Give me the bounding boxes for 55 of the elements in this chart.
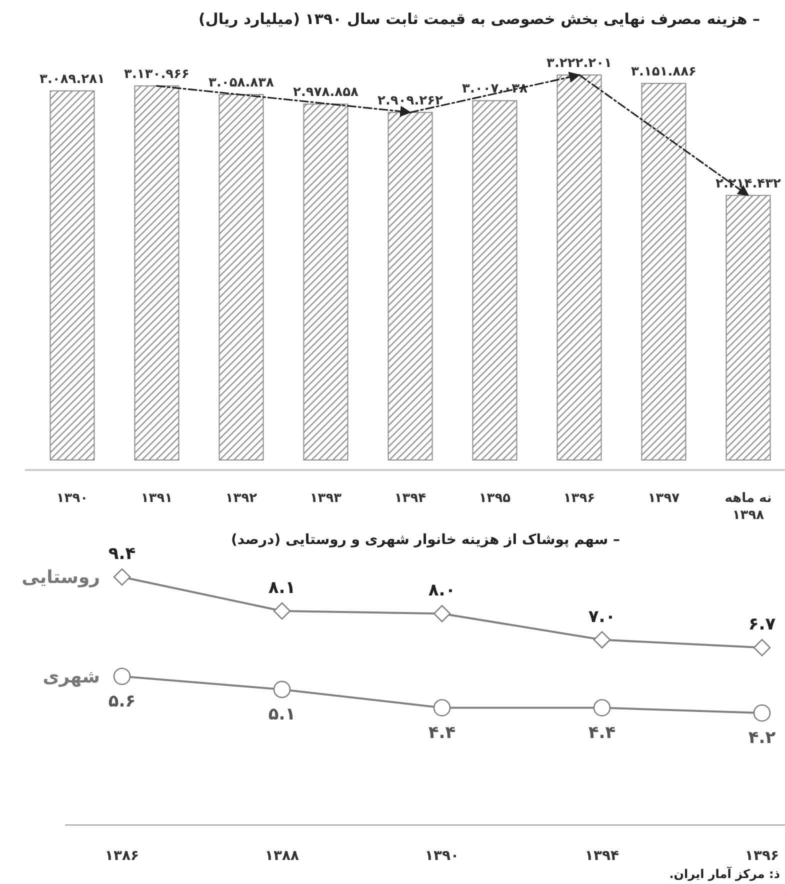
x-tick-label: ۱۳۹۰ bbox=[56, 491, 88, 506]
point bbox=[113, 668, 131, 686]
x-tick-label: ۱۳۹۷ bbox=[648, 491, 680, 506]
x-tick-label: ۱۳۹۰ bbox=[424, 848, 460, 864]
x-tick-label: ۱۳۹۲ bbox=[225, 491, 258, 506]
data-label: ۴.۲ bbox=[748, 728, 776, 748]
x-tick-label: ۱۳۹۴ bbox=[394, 491, 426, 506]
data-label: ۳.۰۸۹.۲۸۱ bbox=[40, 72, 105, 87]
x-tick-label: ۱۳۹۶ bbox=[744, 848, 780, 864]
bar bbox=[472, 100, 518, 460]
x-tick-label: ۱۳۸۶ bbox=[104, 848, 140, 864]
data-label: ۴.۴ bbox=[588, 722, 616, 743]
bar bbox=[641, 82, 686, 460]
point bbox=[593, 699, 611, 716]
bar bbox=[556, 74, 602, 460]
data-label: ۲.۹۰۹.۲۶۲ bbox=[378, 93, 444, 108]
data-label: ۹.۴ bbox=[108, 544, 136, 564]
data-label: ۳.۰۵۸.۸۳۸ bbox=[208, 76, 274, 91]
chart-title: – سهم پوشاک از هزینه خانوار شهری و روستایی (درصد) bbox=[230, 532, 620, 548]
data-label: ۵.۱ bbox=[268, 704, 296, 724]
data-label: ۳.۲۲۲.۲۰۱ bbox=[546, 56, 612, 71]
point bbox=[753, 704, 771, 722]
data-label: ۷.۰ bbox=[588, 606, 616, 627]
bar bbox=[218, 94, 264, 460]
bar bbox=[388, 112, 433, 460]
bar bbox=[50, 90, 95, 460]
data-label: ۵.۶ bbox=[108, 691, 136, 712]
text: ذ: مرکز آمار ایران. bbox=[669, 866, 780, 881]
data-label: ۶.۷ bbox=[748, 614, 776, 635]
data-label: ۸.۱ bbox=[268, 578, 296, 598]
x-tick-label: ۱۳۹۱ bbox=[140, 491, 173, 506]
point bbox=[593, 631, 611, 648]
x-tick-label: ۱۳۹۴ bbox=[584, 848, 620, 864]
x-tick-label: ۱۳۹۶ bbox=[563, 491, 596, 506]
series-label: شهری bbox=[42, 666, 100, 688]
point bbox=[273, 680, 291, 698]
bar bbox=[726, 194, 771, 460]
data-label: ۲.۹۷۸.۸۵۸ bbox=[293, 85, 359, 100]
point bbox=[273, 602, 291, 620]
point bbox=[433, 604, 451, 622]
x-tick-label: ۱۳۹۳ bbox=[310, 491, 342, 506]
data-label: ۳.۱۳۰.۹۶۶ bbox=[124, 66, 190, 82]
series-label: روستایی bbox=[22, 567, 100, 588]
data-label: ۴.۴ bbox=[428, 722, 456, 743]
bar bbox=[303, 104, 348, 460]
x-tick-label: نه ماهه ۱۳۹۸ bbox=[724, 491, 772, 523]
chart-title: – هزینه مصرف نهایی بخش خصوصی به قیمت ثابت سال ۱۳۹۰ (میلیارد ریال) bbox=[198, 10, 760, 28]
x-tick-label: ۱۳۹۵ bbox=[478, 491, 511, 506]
point bbox=[753, 638, 771, 656]
point bbox=[433, 699, 451, 716]
data-label: ۸.۰ bbox=[428, 580, 456, 601]
bar bbox=[134, 85, 180, 460]
data-label: ۳.۱۵۱.۸۸۶ bbox=[631, 64, 696, 80]
point bbox=[113, 568, 131, 586]
x-tick-label: ۱۳۸۸ bbox=[264, 848, 300, 864]
